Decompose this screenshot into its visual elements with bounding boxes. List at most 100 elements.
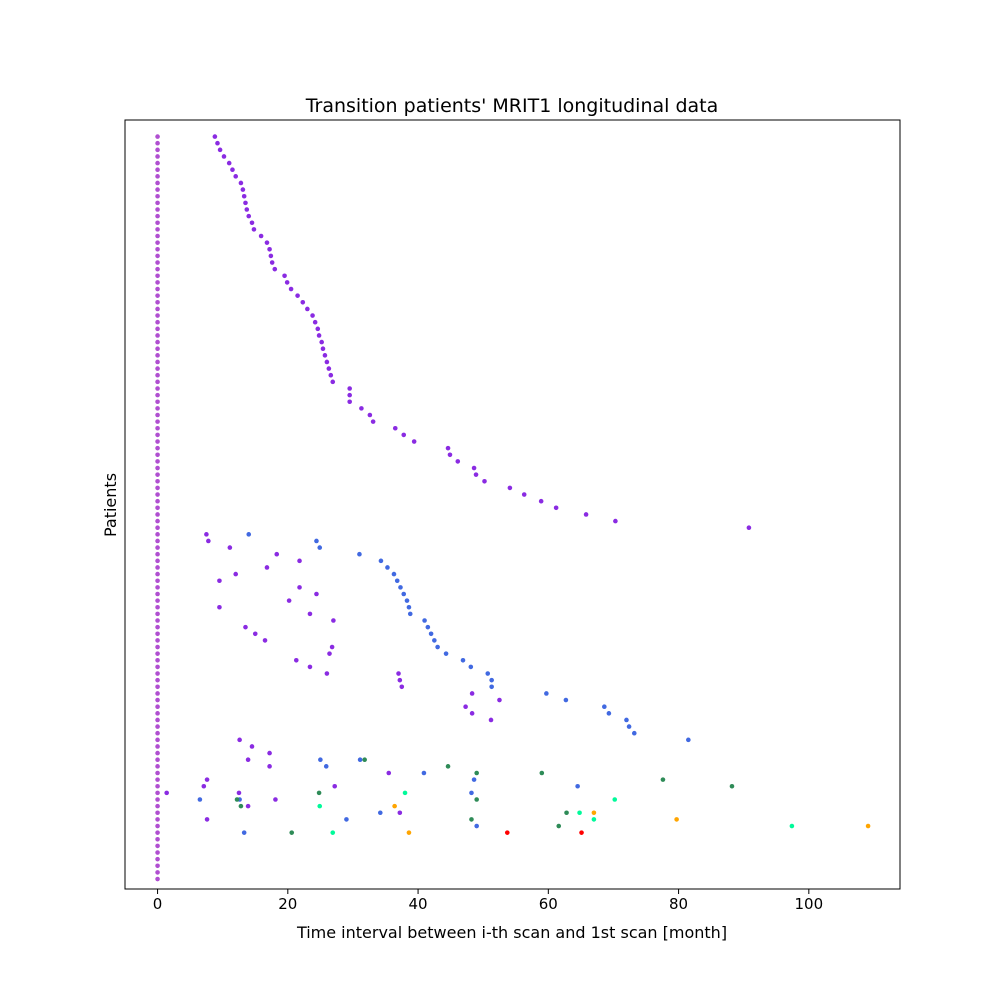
scatter-point-baseline [155,810,160,816]
scatter-point-baseline [155,790,160,796]
scatter-point-green [445,764,451,769]
scatter-point-baseline [155,863,160,869]
scatter-point-blue [489,677,494,683]
scatter-point-purple [269,260,275,265]
x-tick-label: 0 [153,895,163,913]
scatter-point-baseline [155,459,160,464]
scatter-point-baseline [155,286,160,292]
scatter-point-purple [212,134,218,139]
scatter-point-purple [319,339,324,345]
scatter-point-blue [606,711,612,716]
scatter-point-purple [315,326,321,332]
scatter-point-purple [240,187,246,192]
scatter-point-baseline [155,213,160,219]
scatter-point-purple [401,432,407,438]
scatter-point-purple [204,777,210,782]
scatter-point-blue [421,770,427,776]
scatter-point-purple [305,306,310,312]
scatter-point-baseline [155,657,160,663]
scatter-point-green [469,817,474,822]
scatter-point-purple [272,266,278,272]
scatter-point-purple [201,783,207,789]
scatter-point-blue [575,783,580,789]
plot-area-frame [124,119,901,890]
scatter-point-baseline [155,485,160,491]
scatter-point-baseline [155,220,160,226]
x-tick-label: 60 [539,895,558,913]
scatter-point-baseline [155,193,160,199]
scatter-point-blue [425,624,431,630]
scatter-point-purple [445,445,451,451]
scatter-point-purple [215,140,220,146]
scatter-point-baseline [155,611,160,617]
scatter-point-baseline [155,412,160,418]
scatter-point-baseline [155,246,160,252]
scatter-point-baseline [155,604,160,610]
scatter-point-blue [357,757,363,763]
scatter-point-purple [329,644,335,650]
scatter-point-baseline [155,585,160,590]
scatter-point-blue [407,611,413,617]
scatter-point-baseline [155,525,160,530]
scatter-point-baseline [155,850,160,855]
scatter-point-baseline [155,147,160,153]
scatter-point-baseline [155,671,160,676]
scatter-point-purple [553,505,559,511]
scatter-point-baseline [155,532,160,537]
scatter-point-purple [367,412,373,418]
scatter-point-green [660,777,666,782]
scatter-point-purple [258,233,264,239]
scatter-point-baseline [155,300,160,305]
scatter-point-baseline [155,180,160,186]
scatter-point-green [729,783,735,789]
scatter-point-baseline [155,870,160,875]
scatter-point-purple [488,717,494,723]
scatter-point-blue [391,571,397,577]
scatter-point-baseline [155,578,160,584]
scatter-point-purple [233,571,239,577]
scatter-point-baseline [155,326,160,332]
scatter-point-blue [471,777,477,782]
scatter-point-green [289,830,295,835]
scatter-point-baseline [155,744,160,749]
scatter-point-blue [377,810,383,816]
scatter-point-purple [267,764,272,769]
scatter-point-baseline [155,591,160,597]
scatter-point-baseline [155,465,160,471]
scatter-point-purple [230,167,235,173]
scatter-point-purple [249,744,255,749]
scatter-point-blue [602,704,607,709]
scatter-point-blue [323,764,329,769]
scatter-point-baseline [155,233,160,239]
scatter-point-baseline [155,711,160,716]
scatter-point-baseline [155,386,160,391]
scatter-point-baseline [155,518,160,524]
scatter-point-orange [591,810,597,816]
scatter-point-purple [274,551,280,557]
scatter-point-purple [507,485,513,491]
scatter-point-baseline [155,677,160,683]
scatter-point-blue [378,558,384,564]
scatter-point-green [474,797,479,802]
scatter-point-green [474,770,479,776]
x-tick-label: 100 [795,895,824,913]
scatter-point-purple [246,213,252,219]
scatter-point-blue [318,757,323,763]
scatter-point-green [362,757,367,763]
scatter-point-green [234,797,240,802]
scatter-point-green [238,803,244,809]
x-tick-label: 40 [409,895,428,913]
scatter-point-baseline [155,505,160,511]
scatter-point-purple [310,313,315,318]
scatter-point-red [579,830,584,835]
scatter-point-purple [324,671,330,676]
scatter-point-baseline [155,293,160,298]
scatter-point-baseline [155,207,160,212]
scatter-point-baseline [155,160,160,166]
scatter-point-blue [385,565,390,570]
scatter-point-baseline [155,704,160,709]
scatter-point-baseline [155,479,160,484]
scatter-point-baseline [155,565,160,570]
scatter-point-baseline [155,624,160,630]
x-tick-label: 80 [669,895,688,913]
